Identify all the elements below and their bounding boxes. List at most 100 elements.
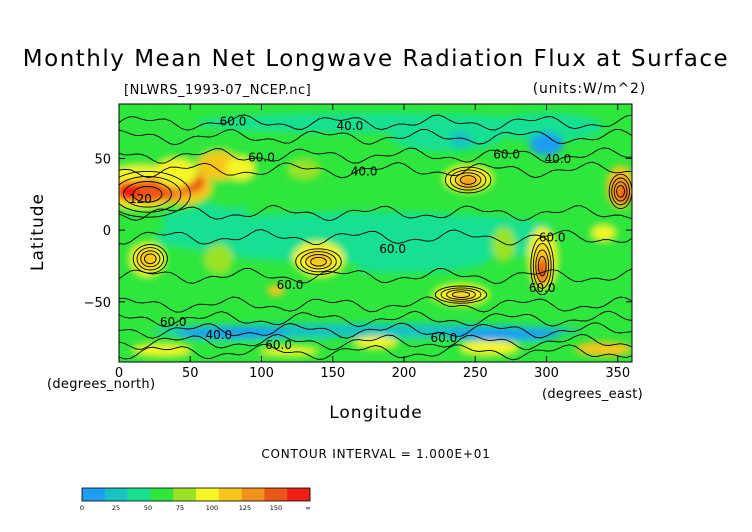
contour-ring <box>537 255 547 277</box>
contour-ring <box>300 251 337 273</box>
colorbar-swatch <box>150 488 174 501</box>
contour-label: 120 <box>129 192 152 206</box>
field-patch <box>176 327 290 339</box>
contour-ring <box>434 285 488 304</box>
colorbar-tick-label: 100 <box>206 504 218 512</box>
field-patch <box>261 347 319 357</box>
contour-ring <box>136 247 165 271</box>
x-unit-label: (degrees_east) <box>542 387 644 402</box>
field-patch <box>529 132 564 156</box>
y-tick-label: −50 <box>84 296 111 311</box>
contour-label: 60.0 <box>529 281 556 295</box>
field-patch <box>461 177 476 189</box>
contour-label: 60.0 <box>248 150 275 164</box>
contour-ring <box>449 169 487 191</box>
contour-ring <box>532 243 552 289</box>
field-patch <box>492 227 516 262</box>
contour-line <box>119 344 632 361</box>
field-patch <box>489 112 604 142</box>
contour-label: 60.0 <box>431 331 458 345</box>
contour-ring <box>535 249 550 283</box>
colorbar-swatch <box>127 488 151 501</box>
contour-label: 60.0 <box>539 231 566 245</box>
colorbar-tick-label: 75 <box>176 504 184 512</box>
contour-line <box>119 114 632 131</box>
y-axis-label: Latitude <box>28 193 48 271</box>
units-label: (units:W/m^2) <box>532 81 646 97</box>
contour-ring <box>459 175 477 185</box>
field-patch <box>446 329 561 341</box>
contour-line <box>119 229 632 246</box>
contour-label: 40.0 <box>545 152 572 166</box>
field-patch <box>225 122 326 166</box>
colorbar-swatch <box>264 488 288 501</box>
contour-label: 60.0 <box>365 363 392 377</box>
contour-label: 60.0 <box>379 242 406 256</box>
contour-label: 60.0 <box>160 315 187 329</box>
y-tick-label: 0 <box>103 224 111 239</box>
colorbar-swatch <box>173 488 197 501</box>
contour-ring <box>123 181 172 208</box>
colorbar-frame <box>81 487 311 502</box>
chart-title: Monthly Mean Net Longwave Radiation Flux… <box>22 46 730 72</box>
y-unit-label: (degrees_north) <box>47 377 156 392</box>
colorbar-swatch <box>218 488 242 501</box>
field-patch <box>304 250 333 268</box>
colorbar-tick-label: 0 <box>80 504 84 512</box>
x-tick-label: 0 <box>115 366 123 381</box>
contour-line <box>119 147 632 164</box>
field-patch <box>318 244 490 274</box>
colorbar-tick-label: 50 <box>144 504 152 512</box>
x-tick-label: 150 <box>320 366 345 381</box>
contour-label: 60.0 <box>493 148 520 162</box>
field-patch <box>154 211 583 264</box>
contour-label: 60.0 <box>220 115 247 129</box>
field-patch <box>592 225 615 241</box>
contour-ring <box>451 291 471 298</box>
contour-line <box>119 333 632 350</box>
contour-ring <box>440 287 482 302</box>
contour-ring <box>305 254 332 270</box>
field-patch <box>197 112 540 133</box>
plot-frame <box>118 103 633 363</box>
colorbar-swatch <box>196 488 220 501</box>
contour-ring <box>119 170 191 218</box>
colorbar-swatch <box>241 488 265 501</box>
field-patch <box>461 340 518 355</box>
colorbar-tick-label: 125 <box>239 504 251 512</box>
contour-ring <box>616 185 625 198</box>
field-patch <box>449 131 473 149</box>
contour-ring <box>611 177 630 206</box>
contour-ring <box>132 186 163 203</box>
contour-line <box>119 310 632 328</box>
contour-ring <box>132 244 168 274</box>
x-tick-label: 200 <box>392 366 417 381</box>
colorbar-tick-label: 150 <box>270 504 282 512</box>
field-patch <box>154 158 198 188</box>
contour-ring <box>446 289 476 300</box>
contour-ring <box>530 236 555 296</box>
colorbar-tick-label: ∞ <box>305 504 310 512</box>
x-tick-label: 300 <box>534 366 559 381</box>
contour-label: 40.0 <box>205 328 232 342</box>
field-patch <box>354 336 397 348</box>
field-patch <box>347 290 433 314</box>
field-patch <box>225 157 255 180</box>
contour-ring <box>454 172 482 188</box>
contour-ring <box>310 256 327 267</box>
field-patch <box>539 265 546 281</box>
x-axis-label: Longitude <box>329 403 423 423</box>
contour-line <box>119 128 632 146</box>
field-patch <box>204 244 234 274</box>
contour-ring <box>144 253 157 265</box>
colorbar-tick-label: 25 <box>112 504 120 512</box>
contour-line <box>119 161 632 179</box>
contour-ring <box>119 175 182 213</box>
file-label: [NLWRS_1993-07_NCEP.nc] <box>124 83 312 98</box>
field-patch <box>575 341 632 357</box>
colorbar-swatch <box>82 488 106 501</box>
colorbar-swatch <box>104 488 128 501</box>
field-patch <box>518 165 575 195</box>
x-tick-label: 250 <box>463 366 488 381</box>
x-tick-label: 50 <box>182 366 199 381</box>
